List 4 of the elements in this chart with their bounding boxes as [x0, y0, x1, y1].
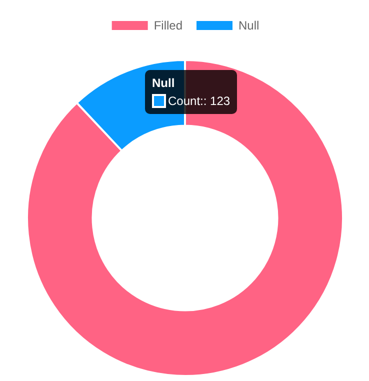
legend-label: Filled [154, 18, 183, 32]
legend-label: Null [238, 18, 260, 32]
text: Null [152, 76, 176, 90]
text: Count:: 123 [168, 94, 230, 108]
